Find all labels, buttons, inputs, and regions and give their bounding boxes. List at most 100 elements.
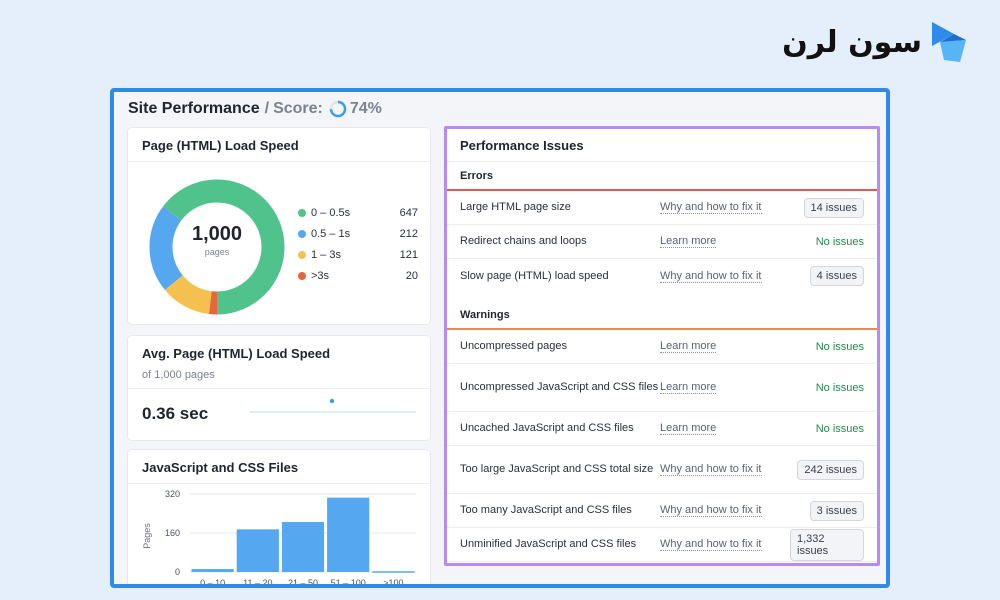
legend-dot — [298, 271, 306, 280]
card-divider — [447, 161, 877, 162]
donut-slice[interactable] — [149, 179, 285, 315]
issue-row[interactable]: Slow page (HTML) load speed Why and how t… — [447, 259, 877, 293]
issue-name: Large HTML page size — [460, 201, 571, 213]
legend-value: 212 — [399, 227, 418, 240]
issue-count-badge[interactable]: 4 issues — [809, 266, 864, 286]
brand-mark-icon — [932, 22, 966, 62]
card-divider — [128, 388, 430, 389]
issue-status: 3 issues — [790, 500, 864, 521]
issue-row[interactable]: Uncompressed JavaScript and CSS files Lea… — [447, 364, 877, 412]
issue-row[interactable]: Uncompressed pages Learn more No issues — [447, 330, 877, 364]
bar[interactable] — [372, 571, 415, 573]
legend-item: 0 – 0.5s 647 — [298, 202, 418, 223]
site-performance-panel: Site Performance / Score: 74% Page (HTML… — [110, 88, 890, 588]
x-tick-label: 21 – 50 — [288, 578, 318, 588]
page-header: Site Performance / Score: 74% — [128, 100, 382, 118]
score-value: 74% — [349, 100, 382, 117]
bar[interactable] — [236, 529, 279, 572]
legend-item: >3s 20 — [298, 265, 418, 286]
avg-speed-title: Avg. Page (HTML) Load Speed — [142, 346, 331, 361]
card-divider — [128, 161, 430, 162]
y-tick-label: 160 — [165, 528, 180, 538]
issue-help-link[interactable]: Why and how to fix it — [660, 201, 762, 214]
issue-status: No issues — [790, 382, 864, 394]
issue-name: Uncached JavaScript and CSS files — [460, 422, 634, 434]
bar[interactable] — [281, 522, 325, 572]
bar[interactable] — [191, 569, 234, 572]
issue-row[interactable]: Unminified JavaScript and CSS files Why a… — [447, 528, 877, 562]
avg-speed-value: 0.36 sec — [142, 404, 209, 423]
issue-row[interactable]: Too large JavaScript and CSS total size W… — [447, 446, 877, 494]
issue-count-badge[interactable]: 3 issues — [809, 500, 864, 521]
issue-row[interactable]: Too many JavaScript and CSS files Why and… — [447, 494, 877, 528]
card-divider — [128, 483, 430, 484]
issue-name: Too many JavaScript and CSS files — [460, 504, 632, 516]
legend-label: 0.5 – 1s — [311, 227, 351, 240]
x-tick-label: 51 – 100 — [331, 578, 366, 588]
legend-dot — [298, 229, 306, 238]
no-issues-status: No issues — [815, 381, 864, 394]
legend-value: 20 — [405, 269, 418, 282]
issue-help-link[interactable]: Why and how to fix it — [660, 504, 762, 517]
issue-help-link[interactable]: Learn more — [660, 235, 717, 248]
issue-help-link[interactable]: Why and how to fix it — [660, 538, 762, 551]
brand-logo: سون لرن — [782, 20, 968, 64]
sparkline-point — [329, 398, 335, 404]
issue-name: Unminified JavaScript and CSS files — [460, 538, 637, 550]
warnings-list: Uncompressed pages Learn more No issues Unc… — [447, 330, 877, 562]
issue-row[interactable]: Redirect chains and loops Learn more No is… — [447, 225, 877, 259]
legend-label: >3s — [311, 269, 330, 282]
brand-name: سون لرن — [782, 24, 923, 60]
donut-total: 1,000 — [191, 223, 243, 245]
no-issues-status: No issues — [815, 235, 864, 248]
avg-load-speed-card: Avg. Page (HTML) Load Speed of 1,000 pag… — [128, 336, 430, 440]
performance-issues-panel: Performance Issues Errors Large HTML pag… — [444, 126, 880, 566]
donut-unit: pages — [204, 247, 230, 257]
legend-dot — [298, 250, 306, 259]
legend-value: 121 — [399, 248, 418, 261]
issue-name: Slow page (HTML) load speed — [460, 269, 609, 282]
avg-speed-sparkline — [250, 398, 416, 413]
errors-list: Large HTML page size Why and how to fix i… — [447, 191, 877, 293]
page-title: Site Performance — [128, 100, 260, 117]
y-tick-label: 320 — [165, 489, 180, 499]
issues-title: Performance Issues — [460, 138, 584, 153]
issue-help-link[interactable]: Learn more — [660, 340, 717, 353]
legend-label: 1 – 3s — [311, 248, 341, 261]
score-label: Score: — [273, 100, 323, 117]
issue-count-badge[interactable]: 14 issues — [803, 197, 864, 218]
load-speed-card: Page (HTML) Load Speed 1,000 pages 0 – 0… — [128, 128, 430, 324]
issue-name: Uncompressed pages — [460, 340, 568, 352]
js-css-bar-chart: Pages 320 160 0 0 – 10 11 – 20 21 – 50 51 – 100… — [142, 489, 416, 588]
donut-slice[interactable] — [149, 179, 285, 315]
y-tick-label: 0 — [175, 567, 180, 577]
load-speed-title: Page (HTML) Load Speed — [142, 138, 299, 153]
x-tick-label: 11 – 20 — [243, 578, 272, 588]
issue-help-link[interactable]: Learn more — [660, 422, 717, 435]
avg-speed-subtitle: of 1,000 pages — [142, 369, 215, 381]
bar[interactable] — [327, 497, 370, 572]
issue-status: 14 issues — [790, 197, 864, 218]
issue-name: Too large JavaScript and CSS total size — [460, 463, 654, 475]
issue-help-link[interactable]: Learn more — [660, 381, 717, 394]
issue-status: 242 issues — [790, 459, 864, 480]
js-css-title: JavaScript and CSS Files — [142, 460, 299, 475]
title-separator: / — [264, 100, 270, 117]
issue-row[interactable]: Uncached JavaScript and CSS files Learn m… — [447, 412, 877, 446]
y-axis-label: Pages — [142, 523, 152, 549]
issue-row[interactable]: Large HTML page size Why and how to fix i… — [447, 191, 877, 225]
legend-value: 647 — [399, 206, 418, 219]
issue-status: No issues — [790, 341, 864, 353]
issue-help-link[interactable]: Why and how to fix it — [660, 269, 762, 283]
donut-center: 1,000 pages — [162, 223, 272, 257]
errors-label: Errors — [460, 170, 494, 182]
issue-status: No issues — [790, 423, 864, 435]
load-speed-donut — [149, 179, 285, 315]
errors-rule — [447, 189, 877, 191]
js-css-files-card: JavaScript and CSS Files Pages 320 160 0 0 –… — [128, 450, 430, 588]
no-issues-status: No issues — [815, 422, 864, 435]
issue-help-link[interactable]: Why and how to fix it — [660, 463, 762, 476]
issue-count-badge[interactable]: 1,332 issues — [790, 528, 864, 561]
issue-count-badge[interactable]: 242 issues — [797, 459, 864, 480]
legend-label: 0 – 0.5s — [311, 206, 351, 219]
